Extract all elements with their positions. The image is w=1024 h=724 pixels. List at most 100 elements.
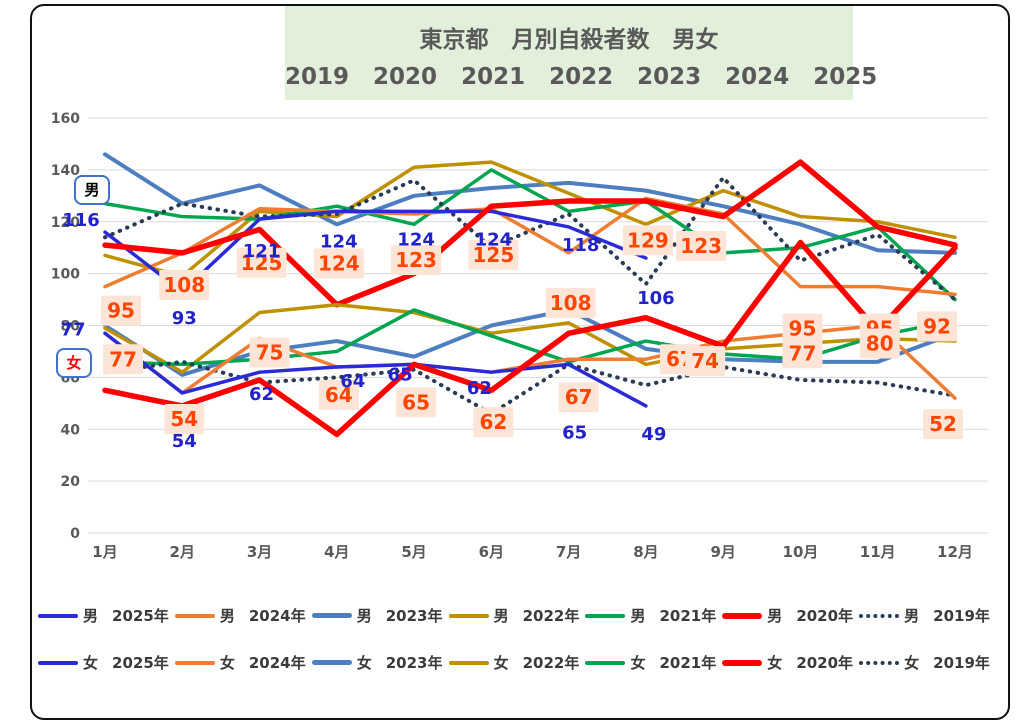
data-label-男-2025-4: 124 bbox=[320, 231, 358, 252]
legend-year-label: 2021年 bbox=[659, 654, 717, 672]
legend-sex-label: 女 bbox=[219, 654, 235, 672]
legend-sex-label: 女 bbox=[356, 654, 372, 672]
data-label-男-2024-9: 123 bbox=[680, 234, 722, 258]
legend-sex-label: 女 bbox=[767, 654, 783, 672]
legend-swatch-female-2020 bbox=[722, 659, 763, 666]
data-label-女-2025-7: 65 bbox=[562, 422, 587, 443]
data-label-box-男-2024-12 bbox=[916, 311, 957, 342]
data-label-box-男-2024-4 bbox=[313, 248, 364, 279]
legend-item-female-2022[interactable]: 女 2022年 bbox=[448, 652, 579, 673]
data-label-女-2024-4: 64 bbox=[325, 383, 353, 407]
x-tick-12: 12月 bbox=[937, 543, 973, 561]
data-label-男-2024-10: 95 bbox=[789, 317, 817, 341]
legend-year-label: 2022年 bbox=[522, 607, 580, 625]
series-line-男-2021[interactable] bbox=[103, 168, 957, 302]
data-label-女-2025-1: 77 bbox=[60, 319, 85, 340]
x-tick-11: 11月 bbox=[860, 543, 896, 561]
data-label-女-2025-8: 49 bbox=[641, 424, 666, 445]
y-tick-40: 40 bbox=[61, 422, 81, 438]
series-line-男-2022[interactable] bbox=[103, 160, 957, 278]
female-series-annotation[interactable]: 女 bbox=[56, 348, 92, 378]
data-label-box-男-2024-6 bbox=[468, 239, 519, 270]
data-label-box-男-2024-1 bbox=[101, 295, 141, 326]
legend-year-label: 2020年 bbox=[796, 654, 854, 672]
legend-year-label: 2019年 bbox=[933, 654, 990, 672]
legend-item-male-2025[interactable]: 男 2025年 bbox=[38, 605, 169, 626]
legend-swatch-female-2023 bbox=[311, 660, 352, 665]
series-line-女-2025[interactable] bbox=[103, 331, 648, 408]
series-line-男-2020[interactable] bbox=[102, 159, 958, 308]
legend-item-male-2022[interactable]: 男 2022年 bbox=[448, 605, 580, 626]
legend-sex-label: 女 bbox=[493, 654, 509, 672]
data-label-男-2025-5: 124 bbox=[397, 229, 435, 250]
legend-row-female: 女 2025年女 2024年女 2023年女 2022年女 2021年女 2020年女 201… bbox=[38, 639, 990, 686]
legend-item-female-2021[interactable]: 女 2021年 bbox=[585, 652, 716, 673]
chart-title: 東京都 月別自殺者数 男女 bbox=[419, 27, 719, 53]
data-label-box-女-2024-9 bbox=[685, 346, 726, 377]
data-label-男-2025-1: 116 bbox=[62, 210, 100, 231]
data-label-box-女-2024-10 bbox=[782, 338, 823, 369]
data-label-box-女-2024-2 bbox=[164, 403, 205, 434]
legend-item-female-2020[interactable]: 女 2020年 bbox=[722, 652, 853, 673]
x-tick-1: 1月 bbox=[92, 543, 117, 561]
legend-item-male-2019[interactable]: 男 2019年 bbox=[859, 605, 990, 626]
male-series-annotation[interactable]: 男 bbox=[74, 175, 110, 205]
data-label-box-男-2024-9 bbox=[676, 230, 727, 261]
x-tick-4: 4月 bbox=[324, 543, 349, 561]
legend-year-label: 2021年 bbox=[659, 607, 717, 625]
legend-swatch-male-2019 bbox=[859, 613, 900, 618]
legend-item-male-2024[interactable]: 男 2024年 bbox=[174, 605, 306, 626]
chart-title-block: 東京都 月別自殺者数 男女 2019 2020 2021 2022 2023 2… bbox=[285, 6, 878, 100]
data-label-女-2024-1: 77 bbox=[109, 347, 137, 371]
legend-swatch-male-2021 bbox=[585, 613, 626, 618]
legend-item-male-2021[interactable]: 男 2021年 bbox=[585, 605, 716, 626]
legend-sex-label: 女 bbox=[904, 654, 920, 672]
x-tick-3: 3月 bbox=[247, 543, 272, 561]
data-label-男-2025-2: 93 bbox=[172, 308, 197, 329]
legend-sex-label: 男 bbox=[219, 607, 235, 625]
data-label-box-男-2024-5 bbox=[391, 244, 442, 275]
legend-item-male-2020[interactable]: 男 2020年 bbox=[722, 605, 853, 626]
legend-item-female-2025[interactable]: 女 2025年 bbox=[38, 652, 169, 673]
legend-sex-label: 男 bbox=[356, 607, 372, 625]
data-label-box-女-2024-12 bbox=[922, 409, 963, 440]
data-label-男-2024-8: 129 bbox=[627, 228, 669, 252]
series-line-女-2020[interactable] bbox=[102, 239, 958, 438]
data-label-女-2024-10: 77 bbox=[789, 341, 817, 365]
y-tick-0: 0 bbox=[70, 526, 80, 542]
data-label-box-女-2024-3 bbox=[249, 337, 290, 368]
legend-row-male: 男 2025年男 2024年男 2023年男 2022年男 2021年男 2020年男 201… bbox=[38, 592, 990, 639]
x-tick-6: 6月 bbox=[479, 543, 504, 561]
legend-swatch-female-2021 bbox=[585, 660, 626, 665]
series-line-男-2024[interactable] bbox=[103, 196, 957, 297]
y-tick-160: 160 bbox=[51, 111, 80, 127]
y-tick-80: 80 bbox=[61, 319, 81, 335]
legend-year-label: 2020年 bbox=[796, 607, 854, 625]
legend-item-female-2019[interactable]: 女 2019年 bbox=[859, 652, 990, 673]
data-label-box-女-2024-1 bbox=[103, 344, 143, 375]
data-label-男-2025-3: 121 bbox=[243, 241, 281, 262]
legend-item-male-2023[interactable]: 男 2023年 bbox=[311, 605, 443, 626]
chart-title-years: 2019 2020 2021 2022 2023 2024 2025 bbox=[285, 64, 878, 90]
legend-item-female-2023[interactable]: 女 2023年 bbox=[311, 652, 442, 673]
data-label-box-男-2024-2 bbox=[159, 269, 210, 300]
male-annotation-label: 男 bbox=[84, 181, 100, 199]
series-line-男-2023[interactable] bbox=[103, 152, 957, 255]
data-label-男-2024-1: 95 bbox=[107, 299, 135, 323]
legend-year-label: 2023年 bbox=[385, 607, 443, 625]
legend-swatch-female-2024 bbox=[174, 660, 215, 665]
legend-item-female-2024[interactable]: 女 2024年 bbox=[174, 652, 306, 673]
legend-sex-label: 男 bbox=[83, 607, 99, 625]
legend-swatch-male-2023 bbox=[311, 613, 352, 618]
data-label-女-2024-11: 80 bbox=[866, 332, 894, 356]
legend-swatch-male-2020 bbox=[722, 612, 763, 619]
x-tick-9: 9月 bbox=[710, 543, 735, 561]
y-tick-140: 140 bbox=[51, 163, 80, 179]
data-label-女-2024-3: 75 bbox=[256, 340, 284, 364]
x-tick-5: 5月 bbox=[401, 543, 426, 561]
data-label-男-2025-8: 106 bbox=[637, 288, 675, 309]
series-line-女-2019[interactable] bbox=[103, 359, 957, 416]
data-label-男-2024-3: 125 bbox=[241, 251, 283, 275]
female-annotation-label: 女 bbox=[66, 354, 82, 372]
